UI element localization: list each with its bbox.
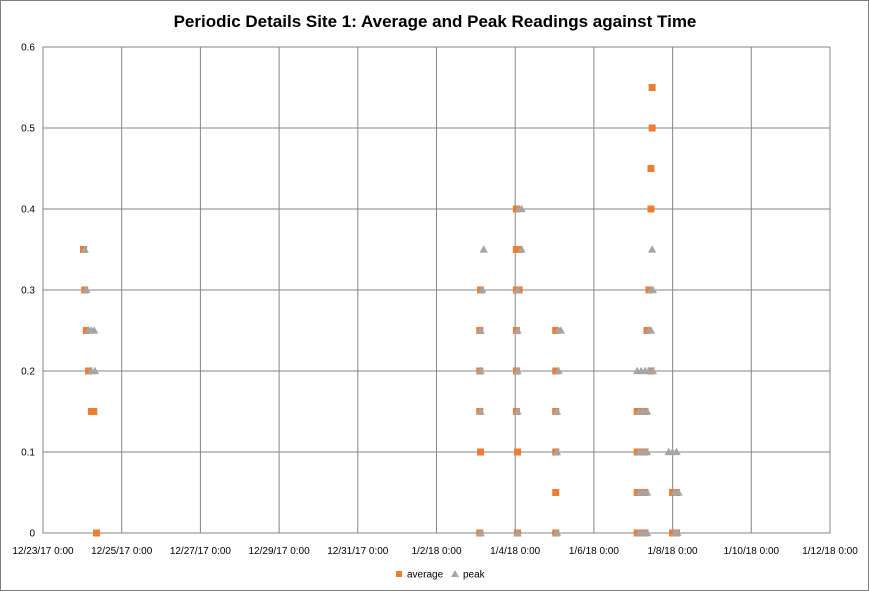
data-point-average (648, 124, 656, 132)
data-point-average (552, 327, 560, 334)
data-point-peak (674, 488, 683, 496)
x-tick-label: 12/25/17 0:00 (91, 546, 153, 557)
x-tick-label: 12/23/17 0:00 (12, 546, 74, 557)
y-tick-label: 0.5 (21, 124, 35, 135)
x-tick-label: 12/29/17 0:00 (249, 546, 311, 557)
y-tick-label: 0.6 (21, 43, 35, 54)
data-point-peak (646, 326, 656, 334)
data-point-peak (517, 245, 526, 253)
data-point-peak (513, 326, 522, 334)
x-tick-label: 1/2/18 0:00 (411, 546, 461, 557)
data-point-average (477, 448, 485, 456)
x-tick-label: 1/6/18 0:00 (569, 546, 619, 557)
data-point-peak (513, 528, 522, 537)
x-tick-label: 12/27/17 0:00 (170, 546, 232, 557)
data-point-average (514, 448, 522, 456)
y-tick-label: 0.1 (21, 448, 35, 459)
series-peak (80, 204, 683, 537)
data-point-peak (554, 366, 563, 375)
data-point-peak (517, 204, 526, 213)
legend-label-average: average (407, 570, 444, 581)
data-point-peak (513, 366, 522, 375)
axis-layer: 0 0.1 0.2 0.3 0.4 0.5 0.6 12/23/17 0:00 12/25/17… (12, 43, 858, 558)
data-point-average (512, 205, 520, 213)
chart-title: Periodic Details Site 1: Average and Pea… (174, 12, 697, 31)
y-tick-label: 0 (29, 529, 35, 540)
data-point-peak (642, 407, 652, 415)
data-point-peak (89, 326, 99, 334)
data-point-peak (479, 245, 488, 253)
x-tick-label: 1/10/18 0:00 (723, 546, 779, 557)
data-point-peak (477, 285, 487, 294)
data-point-peak (513, 285, 522, 294)
data-point-peak (647, 245, 657, 253)
y-tick-label: 0.3 (21, 286, 35, 297)
legend-label-peak: peak (463, 570, 486, 581)
data-point-average (93, 529, 101, 537)
data-point-peak (648, 366, 658, 375)
y-tick-label: 0.2 (21, 367, 35, 378)
data-point-average (552, 367, 560, 375)
data-point-peak (642, 447, 652, 456)
data-point-peak (552, 447, 562, 456)
x-tick-label: 1/4/18 0:00 (490, 546, 540, 557)
data-point-average (648, 84, 656, 91)
series-average (80, 84, 681, 537)
y-tick-label: 0.4 (21, 205, 35, 216)
data-point-peak (82, 285, 91, 294)
grid-layer (42, 46, 831, 534)
data-point-peak (90, 366, 100, 375)
data-point-average (647, 165, 655, 172)
data-point-peak (642, 528, 652, 537)
data-point-average (552, 489, 560, 496)
data-point-peak (513, 407, 522, 415)
data-point-peak (642, 488, 652, 496)
data-point-peak (672, 447, 681, 456)
data-point-average (85, 367, 93, 375)
legend-swatch-peak (451, 570, 459, 577)
x-tick-label: 1/8/18 0:00 (648, 546, 698, 557)
legend: average peak (396, 570, 486, 581)
data-point-peak (476, 407, 485, 415)
data-point-peak (556, 326, 566, 334)
points-layer (80, 84, 683, 537)
data-point-peak (552, 528, 562, 537)
legend-swatch-average (396, 571, 402, 577)
data-point-peak (648, 285, 658, 294)
data-point-peak (552, 407, 562, 415)
data-point-peak (476, 366, 485, 375)
legend-item-peak: peak (451, 570, 486, 581)
x-tick-label: 1/12/18 0:00 (802, 546, 858, 557)
data-point-average (647, 205, 655, 213)
x-tick-label: 12/31/17 0:00 (327, 546, 389, 557)
data-point-peak (476, 528, 485, 537)
data-point-average (90, 408, 98, 415)
data-point-peak (80, 245, 89, 253)
data-point-peak (673, 528, 682, 537)
data-point-peak (476, 326, 485, 334)
legend-item-average: average (396, 570, 444, 581)
